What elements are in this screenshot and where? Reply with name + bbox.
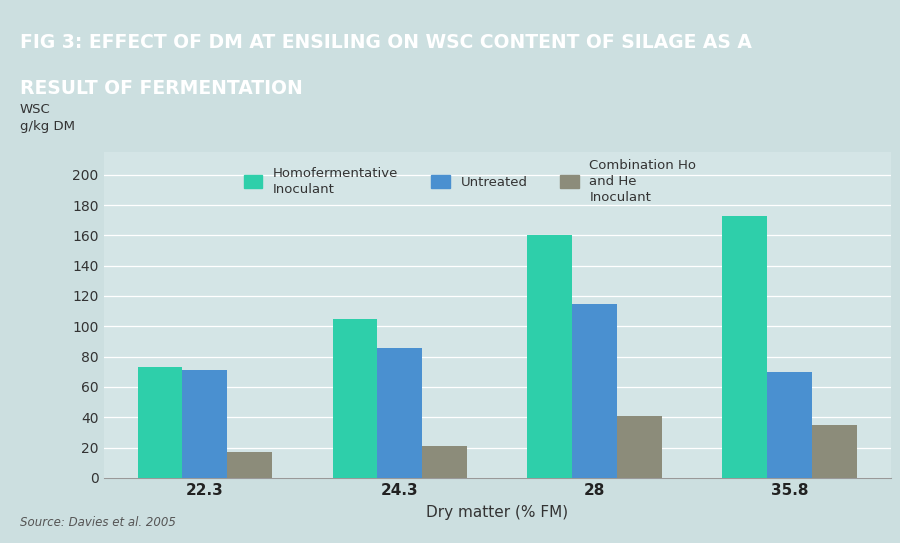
X-axis label: Dry matter (% FM): Dry matter (% FM) <box>427 504 568 520</box>
Bar <box>138 367 183 478</box>
Bar <box>812 425 857 478</box>
Legend: Homofermentative
Inoculant, Untreated, Combination Ho
and He
Inoculant: Homofermentative Inoculant, Untreated, C… <box>244 159 697 204</box>
Bar <box>332 319 377 478</box>
Text: RESULT OF FERMENTATION: RESULT OF FERMENTATION <box>20 79 302 98</box>
Bar <box>723 216 767 478</box>
Bar <box>183 370 228 478</box>
Bar <box>617 416 662 478</box>
Text: WSC
g/kg DM: WSC g/kg DM <box>20 103 75 133</box>
Text: Source: Davies et al. 2005: Source: Davies et al. 2005 <box>20 516 176 529</box>
Text: FIG 3: EFFECT OF DM AT ENSILING ON WSC CONTENT OF SILAGE AS A: FIG 3: EFFECT OF DM AT ENSILING ON WSC C… <box>20 33 751 52</box>
Bar <box>767 372 812 478</box>
Bar <box>228 452 272 478</box>
Bar <box>377 348 422 478</box>
Bar <box>422 446 467 478</box>
Bar <box>572 304 617 478</box>
Bar <box>527 235 572 478</box>
